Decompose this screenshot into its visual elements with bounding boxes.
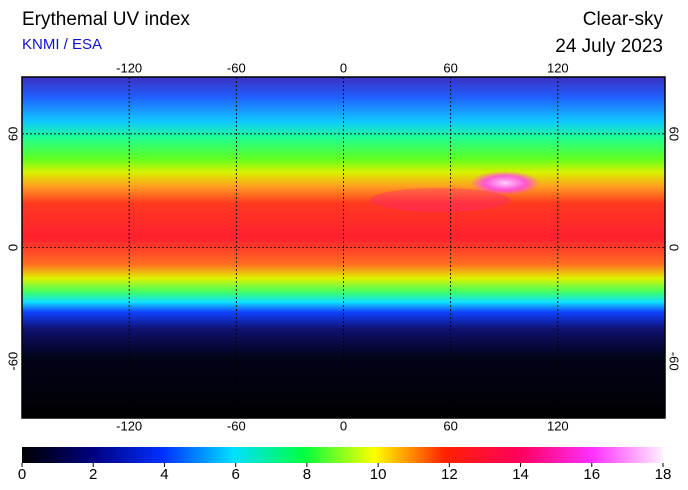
condition: Clear-sky [583, 9, 664, 30]
lon-tick-label: -60 [227, 418, 246, 433]
lon-tick-label: -120 [116, 60, 142, 75]
lon-tick-label: 60 [443, 418, 457, 433]
lat-tick-label: 60 [5, 127, 20, 141]
lat-tick-label: -60 [667, 352, 682, 371]
colorbar-tick-label: 2 [89, 466, 97, 483]
colorbar-tick-label: 16 [583, 466, 600, 483]
colorbar [22, 447, 663, 463]
lon-tick-label: -60 [227, 60, 246, 75]
lat-tick-label: 60 [667, 127, 682, 141]
colorbar-tick-label: 8 [303, 466, 311, 483]
colorbar-tick-label: 10 [370, 466, 387, 483]
colorbar-tick-label: 18 [655, 466, 672, 483]
lon-tick-label: 0 [340, 418, 347, 433]
lat-tick-label: -60 [5, 352, 20, 371]
lon-tick-label: 0 [340, 60, 347, 75]
lon-tick-label: 60 [443, 60, 457, 75]
lat-tick-label: 0 [667, 244, 682, 251]
lat-tick-label: 0 [5, 244, 20, 251]
colorbar-tick-label: 6 [231, 466, 239, 483]
date: 24 July 2023 [555, 36, 663, 57]
lon-tick-label: -120 [116, 418, 142, 433]
colorbar-tick-label: 12 [441, 466, 458, 483]
colorbar-tick-label: 4 [160, 466, 168, 483]
source: KNMI / ESA [22, 36, 102, 53]
lon-tick-label: 120 [547, 418, 569, 433]
uv-hotspot [370, 188, 510, 212]
colorbar-tick-label: 14 [512, 466, 529, 483]
uv-hotspot [470, 171, 540, 195]
title: Erythemal UV index [22, 9, 190, 30]
colorbar-tick-label: 0 [18, 466, 26, 483]
lon-tick-label: 120 [547, 60, 569, 75]
